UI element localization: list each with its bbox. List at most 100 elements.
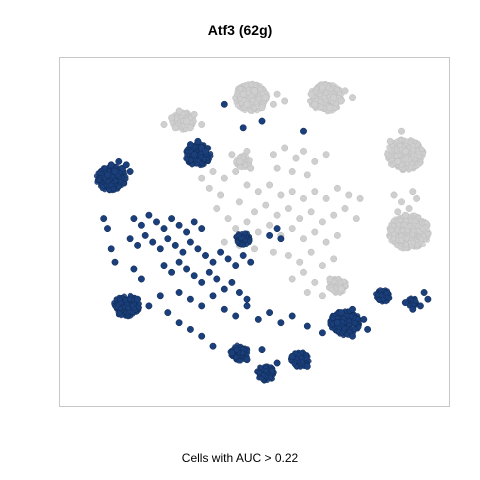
data-point bbox=[175, 107, 183, 115]
data-point bbox=[107, 245, 115, 253]
data-point bbox=[164, 309, 172, 317]
cluster-point bbox=[408, 164, 414, 170]
data-point bbox=[311, 157, 319, 165]
data-point bbox=[186, 325, 194, 333]
cluster-point bbox=[245, 90, 252, 96]
data-point bbox=[311, 278, 319, 286]
cluster-point bbox=[390, 236, 397, 242]
data-point bbox=[326, 104, 334, 112]
cluster-point bbox=[416, 228, 422, 234]
data-point bbox=[104, 225, 111, 233]
data-point bbox=[284, 205, 292, 212]
data-point bbox=[356, 194, 364, 202]
cluster-point bbox=[398, 237, 404, 243]
data-point bbox=[160, 262, 168, 270]
data-point bbox=[251, 87, 258, 95]
data-point bbox=[281, 97, 289, 105]
cluster-point bbox=[102, 165, 108, 171]
data-point bbox=[153, 218, 160, 226]
data-point bbox=[228, 349, 236, 357]
cluster-point bbox=[234, 102, 241, 109]
data-point bbox=[198, 332, 206, 340]
cluster-point bbox=[96, 177, 102, 183]
cluster-point bbox=[403, 156, 410, 162]
data-point bbox=[292, 154, 300, 162]
data-point bbox=[156, 292, 164, 300]
data-point bbox=[273, 90, 281, 98]
data-point bbox=[228, 151, 236, 159]
data-point bbox=[258, 104, 266, 112]
data-point bbox=[130, 265, 138, 273]
data-point bbox=[220, 285, 228, 293]
cluster-point bbox=[321, 95, 327, 101]
cluster-point bbox=[330, 315, 336, 321]
cluster-point bbox=[389, 157, 395, 163]
cluster-point bbox=[419, 236, 425, 242]
data-point bbox=[220, 238, 228, 246]
data-point bbox=[251, 245, 258, 253]
data-point bbox=[205, 184, 213, 192]
data-point bbox=[303, 289, 311, 296]
data-point bbox=[186, 295, 194, 303]
cluster-point bbox=[384, 151, 390, 157]
cluster-point bbox=[336, 90, 343, 97]
data-point bbox=[122, 161, 130, 169]
x-axis-label: Cells with AUC > 0.22 bbox=[181, 451, 299, 465]
data-point bbox=[239, 252, 247, 259]
data-point bbox=[220, 100, 228, 108]
data-point bbox=[337, 309, 345, 317]
cluster-point bbox=[344, 332, 350, 338]
cluster-point bbox=[383, 290, 390, 296]
cluster-point bbox=[247, 157, 253, 163]
data-point bbox=[198, 278, 206, 286]
cluster-point bbox=[416, 153, 423, 159]
data-point bbox=[401, 299, 409, 307]
cluster-point bbox=[346, 318, 352, 324]
cluster-point bbox=[125, 305, 131, 311]
data-point bbox=[243, 147, 251, 155]
data-point bbox=[213, 275, 221, 283]
data-point bbox=[333, 319, 341, 327]
data-point bbox=[156, 245, 164, 253]
data-point bbox=[330, 255, 338, 263]
data-point bbox=[186, 141, 194, 149]
cluster-point bbox=[291, 361, 297, 367]
data-point bbox=[171, 241, 179, 249]
cluster-point bbox=[318, 104, 324, 110]
cluster-point bbox=[410, 240, 416, 246]
data-point bbox=[149, 238, 157, 246]
cluster-point bbox=[341, 278, 347, 284]
data-point bbox=[247, 164, 255, 172]
data-point bbox=[254, 188, 262, 196]
data-point bbox=[300, 194, 307, 202]
cluster-point bbox=[299, 359, 305, 365]
data-point bbox=[300, 235, 307, 243]
data-point bbox=[100, 215, 108, 223]
data-point bbox=[266, 231, 274, 239]
plot-frame bbox=[59, 57, 450, 407]
data-point bbox=[168, 215, 176, 223]
cluster-point bbox=[423, 220, 430, 226]
data-point bbox=[186, 238, 194, 246]
data-point bbox=[130, 215, 138, 223]
cluster-point bbox=[129, 302, 136, 309]
data-point bbox=[273, 211, 281, 219]
cluster-point bbox=[404, 228, 410, 234]
data-point bbox=[202, 147, 209, 155]
data-point bbox=[232, 312, 240, 320]
cluster-point bbox=[328, 286, 334, 292]
data-point bbox=[318, 329, 326, 337]
data-point bbox=[168, 114, 176, 122]
data-point bbox=[209, 342, 217, 350]
cluster-point bbox=[240, 350, 246, 356]
data-point bbox=[337, 97, 345, 105]
data-point bbox=[115, 157, 123, 165]
data-point bbox=[190, 110, 198, 118]
data-point bbox=[333, 184, 341, 192]
cluster-point bbox=[237, 164, 243, 170]
data-point bbox=[360, 315, 368, 323]
data-point bbox=[137, 221, 145, 229]
data-point bbox=[258, 117, 266, 125]
data-point bbox=[175, 289, 183, 296]
data-point bbox=[330, 94, 338, 102]
